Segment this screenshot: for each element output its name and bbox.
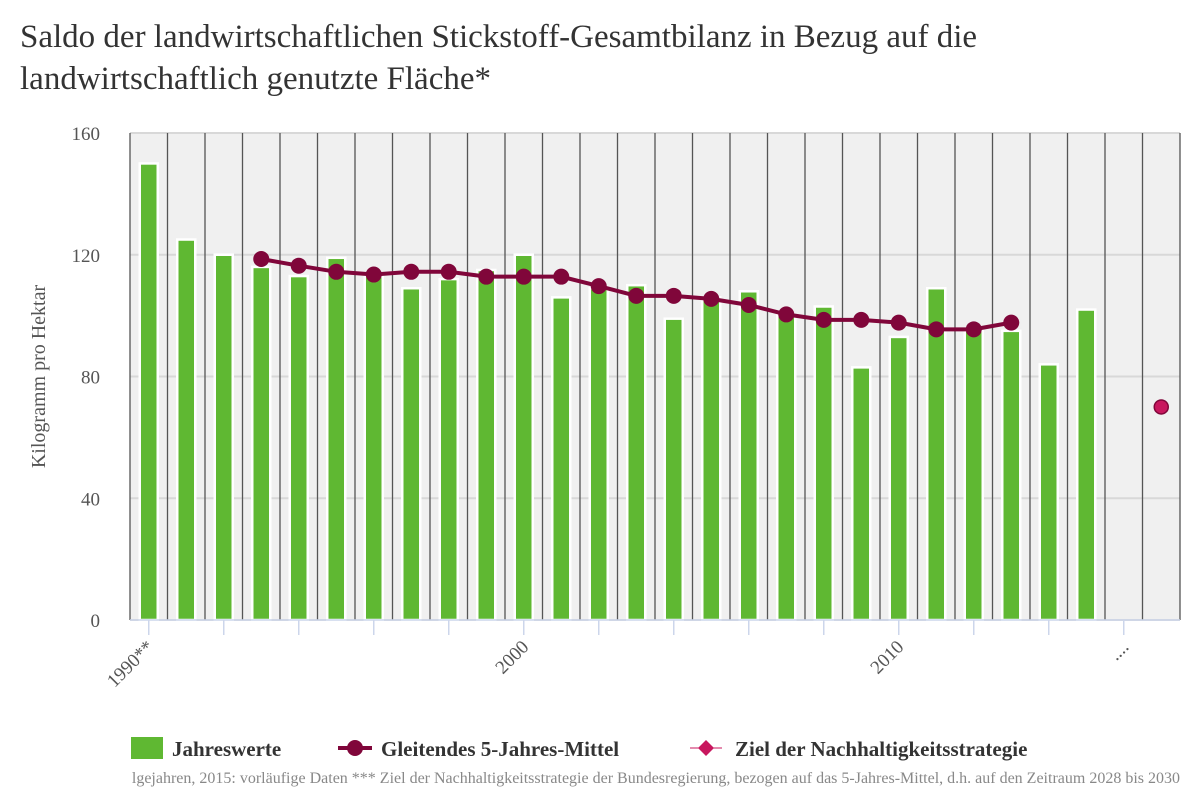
moving-average-point-2006: [740, 296, 757, 313]
bar-2009: [851, 366, 872, 622]
legend-label-target: Ziel der Nachhaltigkeitsstrategie: [735, 737, 1027, 761]
bar-2002: [588, 286, 609, 622]
x-tick-label: ....: [1105, 637, 1133, 665]
bar-2006: [738, 290, 759, 622]
bar-1998: [438, 277, 459, 622]
moving-average-point-2012: [965, 321, 982, 338]
moving-average-point-2011: [928, 321, 945, 338]
bar-2011: [926, 286, 947, 622]
moving-average-point-2000: [515, 268, 532, 285]
bar-1993: [251, 265, 272, 622]
bar-2000: [513, 253, 534, 622]
x-tick-label: 1990**: [103, 637, 158, 692]
moving-average-point-2007: [778, 306, 795, 323]
legend-bar-swatch: [131, 737, 163, 759]
bar-2014: [1038, 363, 1059, 622]
y-tick-label: 120: [72, 246, 101, 267]
moving-average-point-2003: [628, 287, 645, 304]
legend-line-marker: [347, 740, 363, 756]
bar-2004: [663, 317, 684, 622]
bar-1996: [363, 274, 384, 622]
legend-label-moving-average: Gleitendes 5-Jahres-Mittel: [381, 737, 619, 761]
bar-2008: [813, 305, 834, 622]
bar-1994: [288, 274, 309, 622]
bar-2010: [888, 335, 909, 622]
y-tick-label: 0: [91, 611, 101, 632]
chart-title: Saldo der landwirtschaftlichen Stickstof…: [20, 19, 978, 97]
moving-average-point-2008: [815, 311, 832, 328]
bar-2012: [963, 329, 984, 622]
moving-average-point-2013: [1003, 314, 1020, 331]
bar-1999: [476, 268, 497, 622]
moving-average-point-2005: [703, 290, 720, 307]
moving-average-point-2010: [890, 314, 907, 331]
x-tick-label: 2000: [492, 637, 534, 679]
moving-average-point-1996: [365, 266, 382, 283]
bar-2001: [551, 296, 572, 622]
y-tick-label: 40: [81, 489, 100, 510]
moving-average-point-2009: [853, 311, 870, 328]
moving-average-point-2004: [665, 287, 682, 304]
y-tick-label: 160: [72, 124, 101, 145]
bar-1995: [326, 256, 347, 622]
moving-average-point-1998: [440, 263, 457, 280]
moving-average-point-2002: [590, 278, 607, 295]
bar-1991: [176, 238, 197, 622]
bar-1997: [401, 286, 422, 622]
bar-2003: [626, 283, 647, 622]
moving-average-point-1993: [253, 251, 270, 268]
bar-2007: [776, 314, 797, 622]
legend-label-jahreswerte: Jahreswerte: [172, 737, 281, 761]
bar-2005: [701, 296, 722, 622]
moving-average-point-1994: [290, 257, 307, 274]
moving-average-point-1997: [403, 263, 420, 280]
bar-2015: [1076, 308, 1097, 622]
y-tick-label: 80: [81, 368, 100, 389]
moving-average-point-2001: [553, 268, 570, 285]
bar-2013: [1001, 329, 1022, 622]
y-axis-label: Kilogramm pro Hektar: [28, 285, 50, 469]
bar-1992: [213, 253, 234, 622]
x-tick-label: 2010: [867, 637, 909, 679]
bar-1990: [138, 162, 159, 622]
target-point: [1153, 399, 1169, 415]
moving-average-point-1995: [328, 263, 345, 280]
moving-average-point-1999: [478, 268, 495, 285]
